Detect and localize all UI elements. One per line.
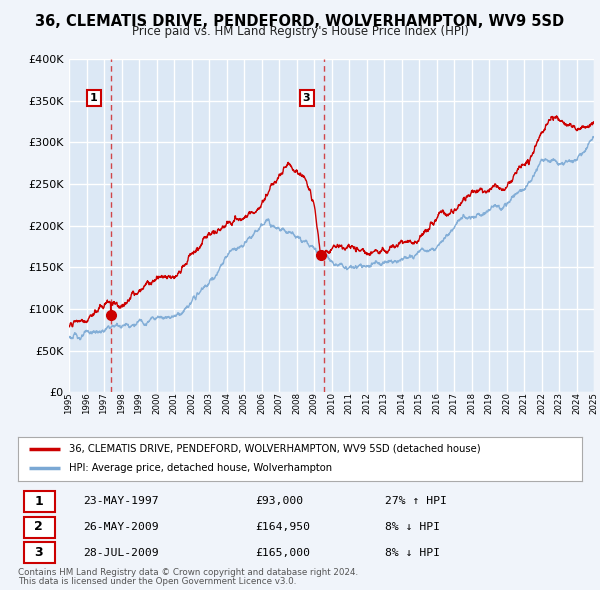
Text: 2010: 2010 <box>327 392 336 414</box>
Text: 2002: 2002 <box>187 392 196 414</box>
Text: 8% ↓ HPI: 8% ↓ HPI <box>385 548 440 558</box>
Text: 1996: 1996 <box>82 392 91 414</box>
Text: HPI: Average price, detached house, Wolverhampton: HPI: Average price, detached house, Wolv… <box>69 464 332 473</box>
Text: 8% ↓ HPI: 8% ↓ HPI <box>385 522 440 532</box>
Text: 2018: 2018 <box>467 392 476 414</box>
Text: 23-MAY-1997: 23-MAY-1997 <box>83 496 158 506</box>
Text: £165,000: £165,000 <box>255 548 310 558</box>
Text: 2016: 2016 <box>432 392 441 414</box>
Text: 2024: 2024 <box>572 392 581 414</box>
Text: £93,000: £93,000 <box>255 496 303 506</box>
Text: 2022: 2022 <box>537 392 546 414</box>
Text: 2013: 2013 <box>380 392 389 414</box>
Text: 1: 1 <box>89 93 97 103</box>
Text: This data is licensed under the Open Government Licence v3.0.: This data is licensed under the Open Gov… <box>18 577 296 586</box>
Text: 2017: 2017 <box>449 392 458 414</box>
Text: 2: 2 <box>34 520 43 533</box>
Text: 2025: 2025 <box>589 392 599 414</box>
Text: 2012: 2012 <box>362 392 371 414</box>
Text: 2015: 2015 <box>415 392 424 414</box>
Text: £164,950: £164,950 <box>255 522 310 532</box>
Text: 2021: 2021 <box>520 392 529 414</box>
Text: 3: 3 <box>35 546 43 559</box>
Text: 2009: 2009 <box>310 392 319 414</box>
Text: 2020: 2020 <box>502 392 511 414</box>
Text: 2005: 2005 <box>239 392 248 414</box>
Text: 2007: 2007 <box>275 392 284 414</box>
Text: 26-MAY-2009: 26-MAY-2009 <box>83 522 158 532</box>
FancyBboxPatch shape <box>23 491 55 512</box>
FancyBboxPatch shape <box>23 517 55 537</box>
Text: 2014: 2014 <box>397 392 406 414</box>
Text: 1: 1 <box>34 494 43 507</box>
Text: 36, CLEMATIS DRIVE, PENDEFORD, WOLVERHAMPTON, WV9 5SD: 36, CLEMATIS DRIVE, PENDEFORD, WOLVERHAM… <box>35 14 565 28</box>
Text: Price paid vs. HM Land Registry's House Price Index (HPI): Price paid vs. HM Land Registry's House … <box>131 25 469 38</box>
Text: 36, CLEMATIS DRIVE, PENDEFORD, WOLVERHAMPTON, WV9 5SD (detached house): 36, CLEMATIS DRIVE, PENDEFORD, WOLVERHAM… <box>69 444 481 454</box>
Text: 2001: 2001 <box>170 392 179 414</box>
FancyBboxPatch shape <box>23 542 55 563</box>
Text: 27% ↑ HPI: 27% ↑ HPI <box>385 496 446 506</box>
Text: 1998: 1998 <box>117 392 126 414</box>
Text: 1997: 1997 <box>100 392 109 414</box>
Text: 2019: 2019 <box>485 392 493 414</box>
Text: 1995: 1995 <box>65 392 74 414</box>
Text: 2011: 2011 <box>344 392 353 414</box>
Text: 2000: 2000 <box>152 392 161 414</box>
Text: Contains HM Land Registry data © Crown copyright and database right 2024.: Contains HM Land Registry data © Crown c… <box>18 568 358 576</box>
Text: 28-JUL-2009: 28-JUL-2009 <box>83 548 158 558</box>
Text: 2006: 2006 <box>257 392 266 414</box>
Text: 3: 3 <box>303 93 310 103</box>
Text: 2008: 2008 <box>292 392 301 414</box>
Text: 2023: 2023 <box>554 392 563 414</box>
Text: 2004: 2004 <box>222 392 231 414</box>
Text: 2003: 2003 <box>205 392 214 414</box>
Text: 1999: 1999 <box>134 392 143 414</box>
